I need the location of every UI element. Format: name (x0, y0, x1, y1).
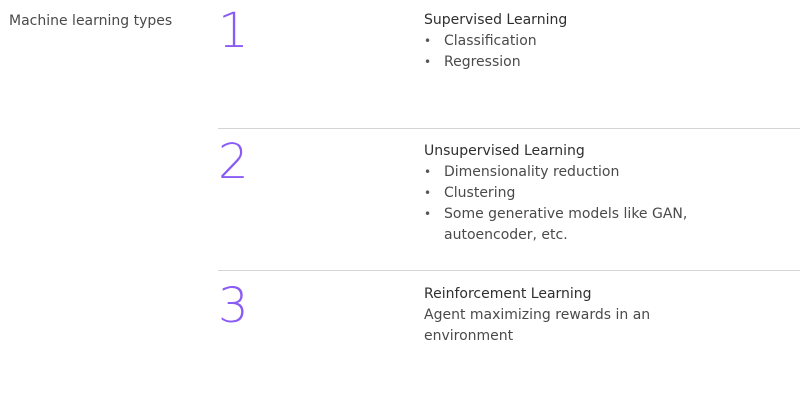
ml-type-supervised: 1 Supervised Learning Classification Reg… (218, 0, 800, 128)
type-content: Reinforcement Learning Agent maximizing … (424, 284, 724, 347)
list-item: Classification (424, 31, 724, 52)
list-item: Clustering (424, 183, 724, 204)
type-content: Unsupervised Learning Dimensionality red… (424, 141, 724, 246)
type-bullet-list: Classification Regression (424, 31, 724, 73)
type-heading: Unsupervised Learning (424, 143, 585, 159)
list-item: Dimensionality reduction (424, 162, 724, 183)
ml-type-unsupervised: 2 Unsupervised Learning Dimensionality r… (218, 128, 800, 271)
type-number: 2 (218, 134, 249, 190)
type-number: 3 (218, 278, 249, 334)
type-number: 1 (218, 3, 249, 59)
type-bullet-list: Dimensionality reduction Clustering Some… (424, 162, 724, 246)
type-content: Supervised Learning Classification Regre… (424, 10, 724, 73)
page-title: Machine learning types (9, 13, 173, 29)
type-heading: Supervised Learning (424, 12, 568, 28)
type-description: Agent maximizing rewards in an environme… (424, 307, 651, 344)
ml-type-reinforcement: 3 Reinforcement Learning Agent maximizin… (218, 270, 800, 406)
type-heading: Reinforcement Learning (424, 286, 592, 302)
list-item: Some generative models like GAN, autoenc… (424, 204, 699, 246)
list-item: Regression (424, 52, 724, 73)
